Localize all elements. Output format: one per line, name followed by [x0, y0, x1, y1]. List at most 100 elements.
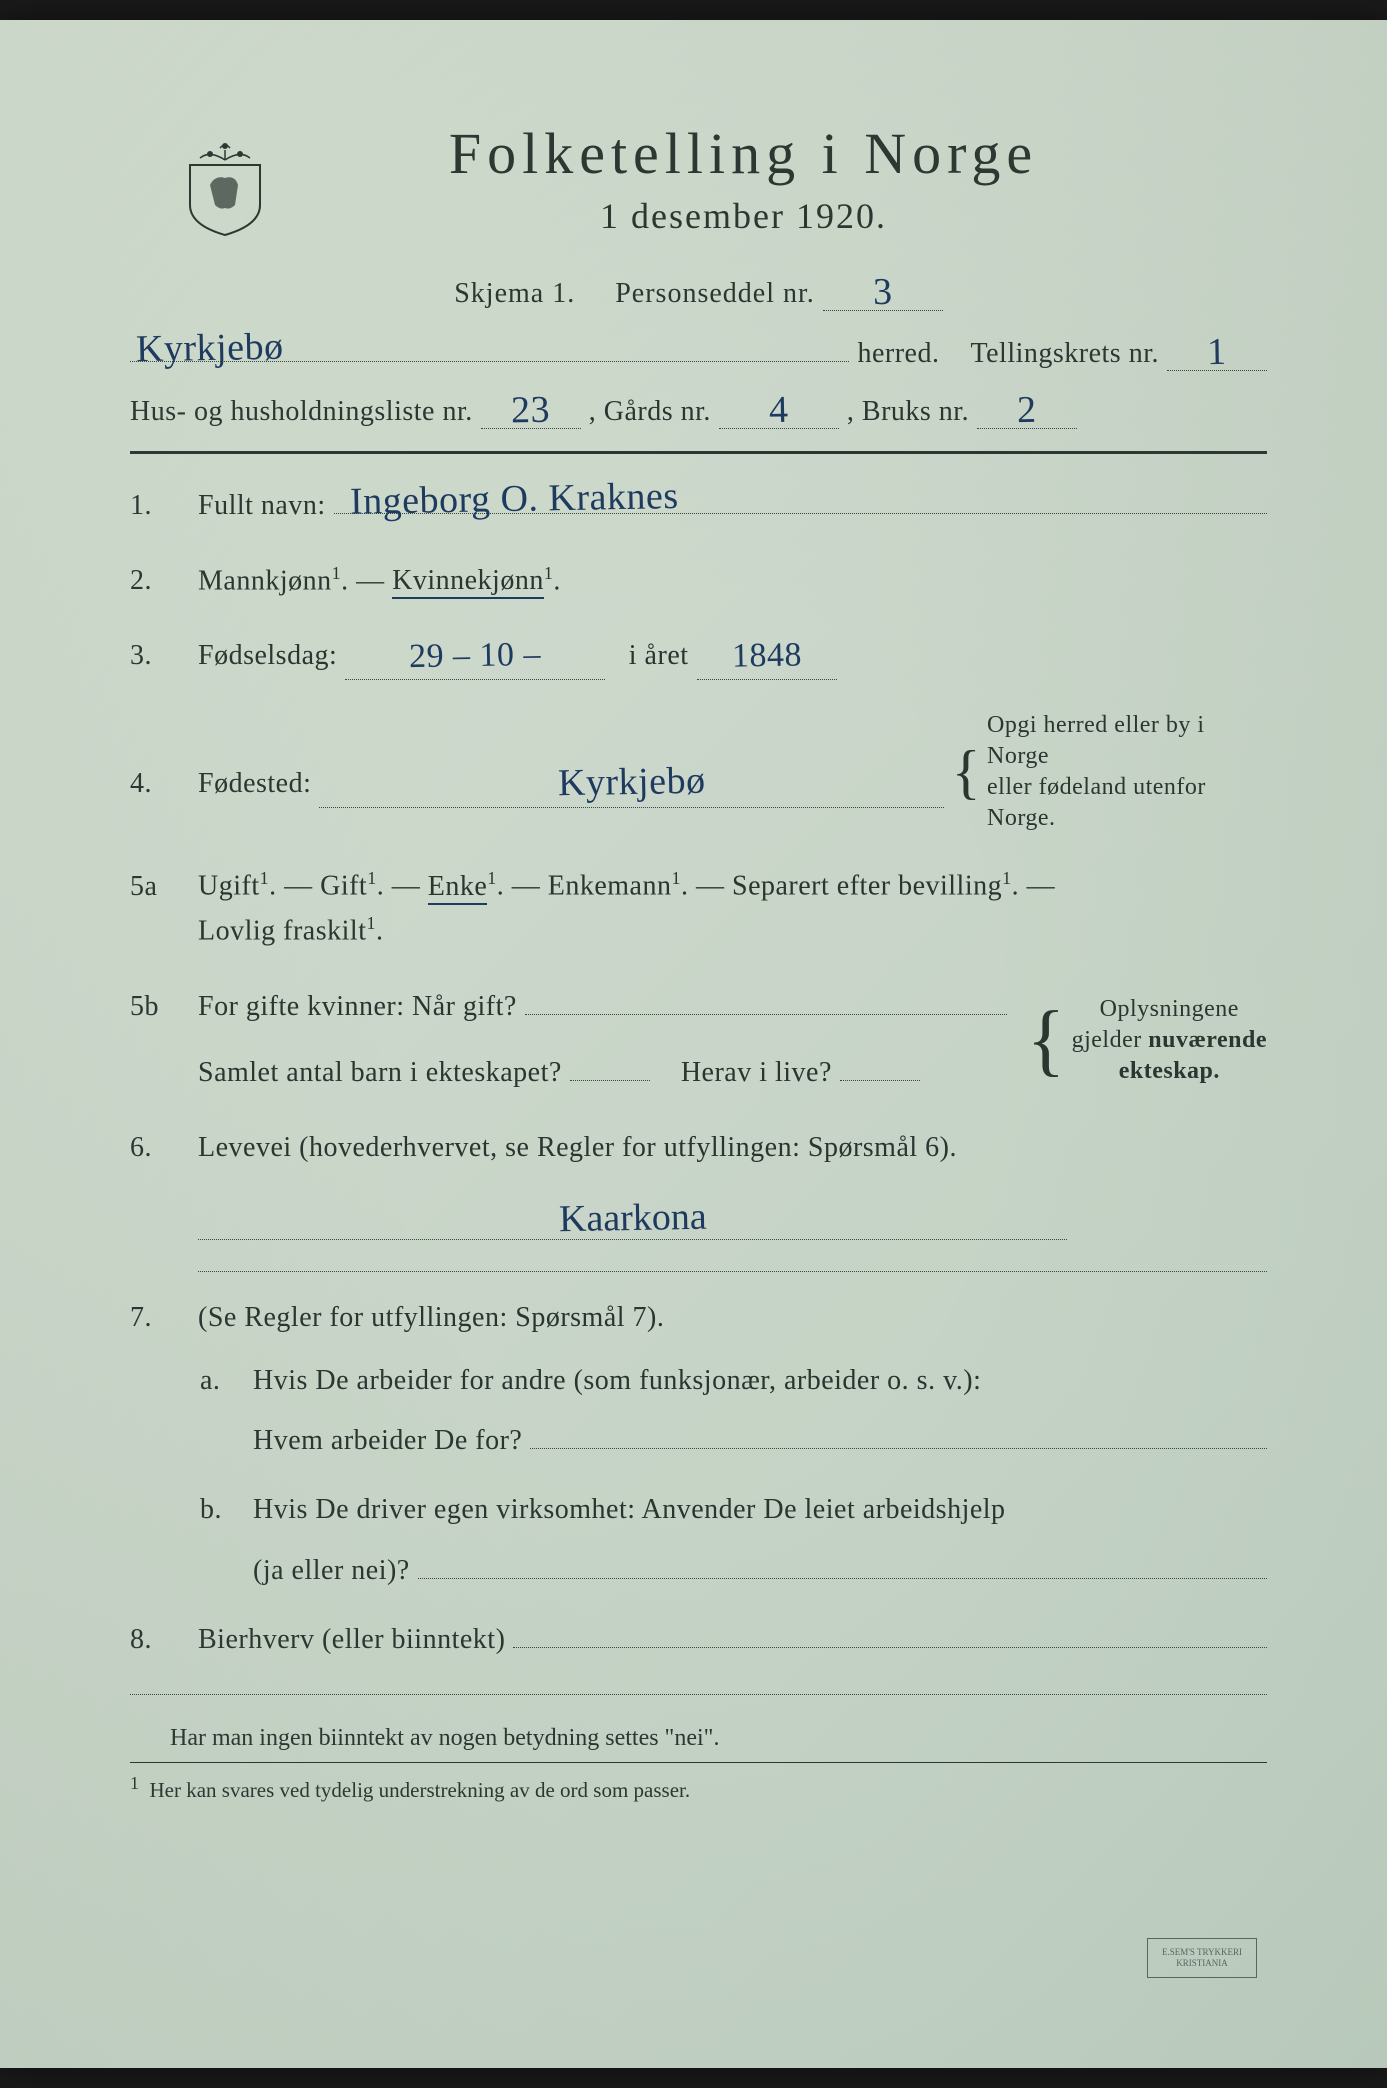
schema-label: Skjema 1.	[454, 278, 575, 309]
q8-label: Bierhverv (eller biinntekt)	[198, 1618, 505, 1663]
q6-field-line2	[198, 1270, 1267, 1272]
q6-value: Kaarkona	[558, 1202, 706, 1235]
herred-field: Kyrkjebø	[130, 331, 849, 362]
q5a-opt2: Enke	[428, 871, 488, 905]
q7b-field	[418, 1578, 1267, 1579]
q1-value: Ingeborg O. Kraknes	[339, 481, 678, 517]
question-2: 2. Mannkjønn1. — Kvinnekjønn1.	[130, 559, 1267, 604]
q4-label: Fødested:	[198, 762, 311, 807]
question-5b: 5b For gifte kvinner: Når gift? Samlet a…	[130, 985, 1267, 1097]
q4-field: Kyrkjebø	[319, 762, 943, 808]
sup-1b: 1	[544, 563, 554, 583]
footnote: 1 Her kan svares ved tydelig understrekn…	[130, 1773, 1267, 1803]
q4-note-l1: Opgi herred eller by i Norge	[987, 712, 1205, 769]
q3-day-value: 29 – 10 –	[409, 641, 541, 670]
q2-opt2: Kvinnekjønn	[392, 565, 544, 599]
header: Folketelling i Norge 1 desember 1920.	[130, 120, 1267, 240]
document-subtitle: 1 desember 1920.	[300, 195, 1187, 237]
bruks-label: , Bruks nr.	[847, 396, 969, 428]
tellingskrets-label: Tellingskrets nr.	[970, 338, 1159, 370]
q5b-gift-field	[525, 1014, 1007, 1015]
bruks-field: 2	[977, 393, 1077, 429]
q6-num: 6.	[130, 1126, 180, 1171]
divider-thin	[130, 1762, 1267, 1763]
q2-opt1: Mannkjønn	[198, 565, 332, 596]
q5a-opt4: Separert efter bevilling	[732, 871, 1002, 902]
hushold-label: Hus- og husholdningsliste nr.	[130, 396, 473, 428]
bruks-value: 2	[1017, 395, 1037, 426]
question-7b: b. Hvis De driver egen virksomhet: Anven…	[130, 1488, 1267, 1594]
q2-sep: . —	[341, 565, 385, 596]
q2-end: .	[553, 565, 561, 596]
question-5a: 5a Ugift1. — Gift1. — Enke1. — Enkemann1…	[130, 864, 1267, 954]
q5b-note-l1: Oplysningene	[1100, 996, 1239, 1022]
gards-field: 4	[719, 393, 839, 429]
hus-line: Hus- og husholdningsliste nr. 23 , Gårds…	[130, 393, 1267, 429]
q5a-opt3: Enkemann	[548, 871, 672, 902]
brace-icon-2: {	[1027, 1020, 1066, 1060]
q5b-l2a: Samlet antal barn i ekteskapet?	[198, 1051, 562, 1096]
sup-1: 1	[332, 563, 342, 583]
question-6: 6. Levevei (hovederhvervet, se Regler fo…	[130, 1126, 1267, 1171]
q5b-note-bold: nuværende	[1148, 1027, 1267, 1053]
question-4: 4. Fødested: Kyrkjebø { Opgi herred elle…	[130, 710, 1267, 835]
q4-note: { Opgi herred eller by i Norge eller fød…	[952, 710, 1267, 835]
q8-num: 8.	[130, 1618, 180, 1663]
q7a-field	[530, 1448, 1267, 1449]
q5a-opt1: Gift	[320, 871, 367, 902]
divider-thick	[130, 451, 1267, 454]
q7a-num: a.	[200, 1359, 235, 1404]
q3-year-field: 1848	[697, 634, 837, 680]
q3-label: Fødselsdag:	[198, 634, 337, 679]
document-page: Folketelling i Norge 1 desember 1920. Sk…	[0, 20, 1387, 2068]
q6-field-line1: Kaarkona	[198, 1201, 1267, 1240]
document-title: Folketelling i Norge	[300, 120, 1187, 187]
q3-day-field: 29 – 10 –	[345, 634, 605, 680]
personseddel-label: Personseddel nr.	[615, 278, 815, 309]
q6-label: Levevei (hovederhvervet, se Regler for u…	[198, 1132, 957, 1163]
q5b-num: 5b	[130, 985, 180, 1030]
printer-stamp: E.SEM'S TRYKKERI KRISTIANIA	[1147, 1938, 1257, 1978]
hushold-field: 23	[481, 393, 581, 429]
brace-icon: {	[952, 757, 981, 787]
crest-svg	[180, 130, 270, 240]
question-3: 3. Fødselsdag: 29 – 10 – i året 1848	[130, 634, 1267, 680]
q4-num: 4.	[130, 762, 180, 807]
q5a-cont: Lovlig fraskilt	[198, 916, 366, 947]
q5b-l2b: Herav i live?	[681, 1051, 832, 1096]
q4-note-text: Opgi herred eller by i Norge eller fødel…	[987, 710, 1267, 835]
question-1: 1. Fullt navn: Ingeborg O. Kraknes	[130, 482, 1267, 528]
hushold-value: 23	[511, 395, 551, 426]
herred-value: Kyrkjebø	[136, 332, 284, 365]
q5b-note: { Oplysningene gjelder nuværende ekteska…	[1027, 994, 1267, 1088]
gards-label: , Gårds nr.	[589, 396, 711, 428]
question-7a: a. Hvis De arbeider for andre (som funks…	[130, 1359, 1267, 1465]
schema-line: Skjema 1. Personseddel nr. 3	[130, 275, 1267, 311]
coat-of-arms-icon	[180, 130, 270, 240]
question-8: 8. Bierhverv (eller biinntekt)	[130, 1618, 1267, 1663]
title-block: Folketelling i Norge 1 desember 1920.	[300, 120, 1267, 237]
q5b-note-l3: ekteskap.	[1119, 1058, 1220, 1084]
q7b-l2: (ja eller nei)?	[253, 1549, 410, 1594]
footnote-text: Her kan svares ved tydelig understreknin…	[150, 1778, 691, 1802]
footnote-num: 1	[130, 1773, 139, 1793]
herred-line: Kyrkjebø herred. Tellingskrets nr. 1	[130, 331, 1267, 371]
q5b-note-text: Oplysningene gjelder nuværende ekteskap.	[1072, 994, 1267, 1088]
q5b-note-l2: gjelder	[1072, 1027, 1142, 1053]
tellingskrets-value: 1	[1207, 337, 1227, 368]
tellingskrets-field: 1	[1167, 335, 1267, 371]
q5a-opt0: Ugift	[198, 871, 260, 902]
q7-num: 7.	[130, 1296, 180, 1341]
q3-year-label: i året	[629, 634, 689, 679]
personseddel-field: 3	[823, 275, 943, 311]
gards-value: 4	[769, 395, 789, 426]
q8-field-line2	[130, 1693, 1267, 1695]
personseddel-value: 3	[873, 277, 894, 308]
q7a-l1: Hvis De arbeider for andre (som funksjon…	[253, 1359, 1267, 1404]
q5a-num: 5a	[130, 865, 180, 910]
q4-value: Kyrkjebø	[558, 766, 706, 799]
q1-num: 1.	[130, 484, 180, 529]
q1-field: Ingeborg O. Kraknes	[334, 482, 1267, 513]
footer-note: Har man ingen biinntekt av nogen betydni…	[130, 1725, 1267, 1752]
q1-label: Fullt navn:	[198, 484, 326, 529]
